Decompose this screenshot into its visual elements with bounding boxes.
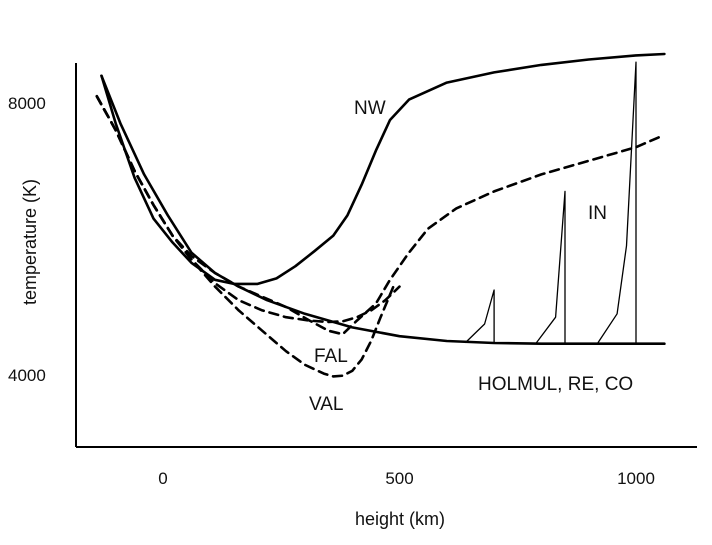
curve-label-holmul-re-co: HOLMUL, RE, CO: [478, 374, 633, 395]
series-line-spike-6: [536, 190, 566, 345]
y-tick-label: 8000: [8, 94, 46, 113]
series-line-spike-5: [465, 289, 495, 344]
x-tick-label: 500: [385, 469, 413, 488]
series-line-nw: [100, 52, 666, 286]
series-line-fal: [95, 94, 401, 324]
x-tick-label: 0: [158, 469, 167, 488]
y-axis-title: temperature (K): [20, 179, 40, 305]
y-tick-labels: 4000 8000: [8, 94, 46, 385]
x-tick-labels: 0 500 1000: [158, 469, 655, 488]
axes: [75, 63, 697, 448]
curve-label-nw: NW: [354, 98, 386, 119]
x-tick-label: 1000: [617, 469, 655, 488]
series-line-spike-7: [597, 61, 637, 345]
series-line-holmul-re-co: [100, 74, 666, 345]
curve-label-val: VAL: [309, 394, 344, 415]
y-tick-label: 4000: [8, 366, 46, 385]
series-line-in: [95, 94, 661, 336]
x-axis-title: height (km): [355, 509, 445, 529]
curve-label-fal: FAL: [314, 346, 348, 367]
curve-label-in: IN: [588, 203, 607, 224]
series-line-val: [95, 94, 397, 378]
curves: [95, 52, 666, 378]
